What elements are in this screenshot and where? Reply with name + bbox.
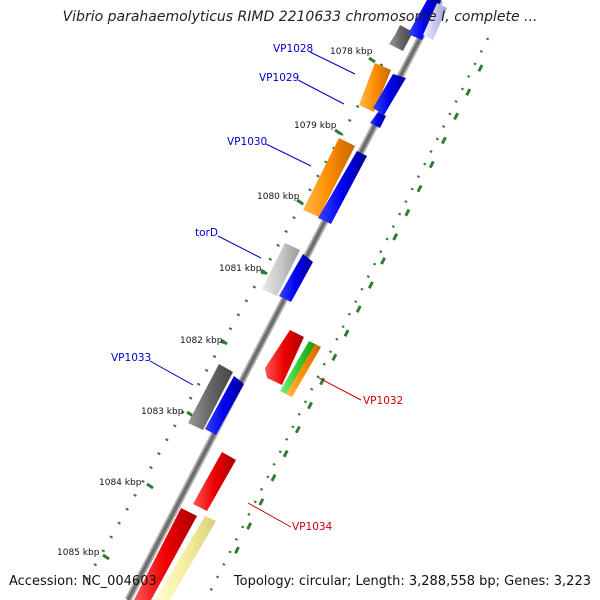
tick-mark — [260, 268, 268, 276]
gene-vp1029-blue — [373, 74, 406, 115]
tick-label: 1078 kbp — [330, 47, 373, 57]
gene-red-bottom — [134, 508, 197, 600]
forward-strand-genes — [155, 0, 447, 600]
tick-mark — [146, 482, 154, 490]
leader-vp1034 — [247, 502, 292, 528]
gene-label-vp1032: VP1032 — [363, 395, 403, 407]
tick-mark — [296, 198, 304, 206]
gene-label-vp1030: VP1030 — [227, 136, 267, 148]
tick-mark — [334, 128, 342, 136]
scale-tick-labels: 1078 kbp 1079 kbp 1080 kbp 1081 kbp 1082… — [57, 47, 373, 558]
gene-vp1030-blue — [318, 151, 367, 224]
gene-vp1027-grey — [389, 25, 413, 51]
gene-top-blue — [408, 0, 441, 40]
tick-label: 1081 kbp — [219, 264, 262, 274]
tick-label: 1085 kbp — [57, 548, 100, 558]
leader-vp1030 — [265, 143, 312, 167]
leader-vp1033 — [149, 360, 194, 386]
tick-label: 1083 kbp — [141, 407, 184, 417]
tick-label: 1080 kbp — [257, 192, 300, 202]
tick-label: 1084 kbp — [99, 478, 142, 488]
label-leaders — [149, 51, 362, 528]
gene-vp1028 — [359, 63, 391, 112]
gene-yellow-bottom — [155, 516, 216, 600]
genome-summary-text: Topology: circular; Length: 3,288,558 bp… — [233, 574, 591, 589]
gene-vp1032-red — [265, 330, 304, 385]
scale-ticks — [102, 56, 376, 561]
tick-mark — [368, 56, 376, 64]
tick-mark — [102, 553, 110, 561]
reverse-strand-genes — [134, 25, 413, 600]
gene-tord — [262, 243, 300, 296]
gene-vp1034 — [193, 452, 236, 511]
gene-vp1032-green — [280, 341, 317, 395]
gene-label-tord: torD — [195, 227, 218, 239]
gc-dash-track — [230, 64, 484, 561]
gene-label-vp1029: VP1029 — [259, 72, 299, 84]
tick-label: 1079 kbp — [294, 121, 337, 131]
tick-label: 1082 kbp — [180, 336, 223, 346]
tick-mark — [186, 410, 194, 418]
leader-tord — [217, 235, 262, 259]
leader-vp1028 — [309, 51, 356, 75]
gene-small-blue — [370, 112, 386, 128]
gc-dotted-track-inner — [84, 63, 384, 582]
gene-vp1033-blue — [205, 376, 244, 435]
gene-label-vp1033: VP1033 — [111, 352, 151, 364]
gene-labels: VP1028 VP1029 VP1030 torD VP1033 VP1032 … — [111, 43, 403, 533]
gene-vp1030 — [303, 138, 355, 217]
leader-vp1032 — [318, 377, 362, 401]
gene-top-lavender — [423, 3, 447, 40]
gene-label-vp1028: VP1028 — [273, 43, 313, 55]
gene-label-vp1034: VP1034 — [292, 521, 333, 533]
gene-vp1032-orange — [286, 344, 321, 397]
gc-dotted-track-outer — [208, 37, 490, 593]
accession-text: Accession: NC_004603 — [9, 574, 157, 589]
gene-vp1033-grey — [188, 364, 233, 430]
leader-vp1029 — [297, 79, 345, 105]
gene-tord-blue — [279, 254, 313, 302]
map-title: Vibrio parahaemolyticus RIMD 2210633 chr… — [62, 9, 538, 25]
tick-mark — [220, 338, 228, 346]
